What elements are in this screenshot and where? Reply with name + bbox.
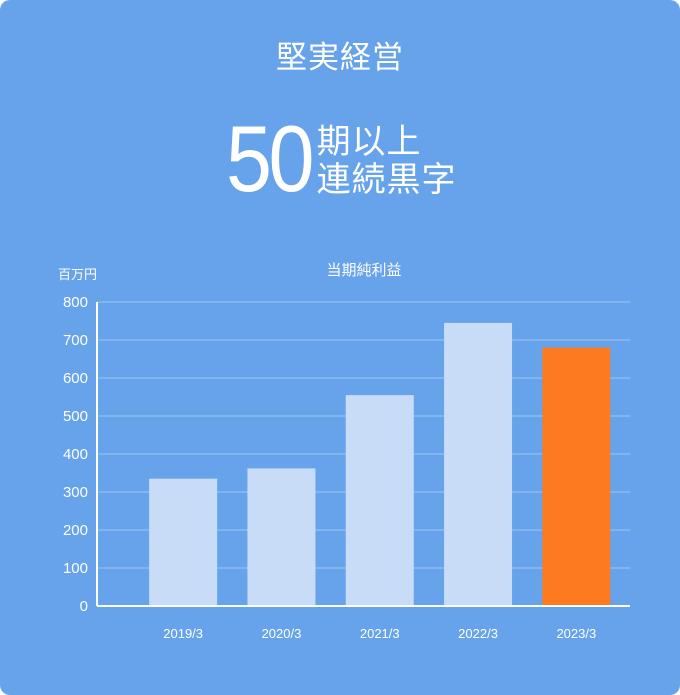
y-tick-label: 300 xyxy=(63,484,88,501)
stat-number: 50 xyxy=(226,106,314,211)
consecutive-profit-stat: 50 期以上 連続黒字 xyxy=(226,112,457,206)
y-tick-label: 700 xyxy=(63,332,88,349)
y-tick-label: 0 xyxy=(80,598,88,615)
axes xyxy=(96,302,630,607)
bar-2020-3 xyxy=(247,468,316,606)
y-tick-label: 400 xyxy=(63,446,88,463)
bar-2022-3 xyxy=(444,322,513,606)
x-tick-label: 2020/3 xyxy=(262,626,302,641)
stat-caption-line1: 期以上 xyxy=(316,122,422,162)
bar-2019-3 xyxy=(149,478,218,606)
bar-2023-3 xyxy=(542,347,611,606)
y-tick-label: 500 xyxy=(63,408,88,425)
y-tick-label: 100 xyxy=(63,560,88,577)
y-tick-label: 800 xyxy=(63,294,88,311)
y-tick-label: 200 xyxy=(63,522,88,539)
x-tick-labels: 2019/3 2020/3 2021/3 2022/3 2023/3 xyxy=(163,626,596,641)
y-tick-label: 600 xyxy=(63,370,88,387)
y-tick-labels: 0 100 200 300 400 500 600 700 800 xyxy=(63,294,88,615)
chart-title: 当期純利益 xyxy=(326,261,402,279)
x-tick-label: 2022/3 xyxy=(458,626,498,641)
x-tick-label: 2021/3 xyxy=(360,626,400,641)
stat-caption: 期以上 連続黒字 xyxy=(317,123,457,199)
y-axis-unit-label: 百万円 xyxy=(58,268,98,283)
x-tick-label: 2019/3 xyxy=(163,626,203,641)
stat-caption-line2: 連続黒字 xyxy=(316,160,457,200)
headline: 堅実経営 xyxy=(276,40,404,76)
x-tick-label: 2023/3 xyxy=(556,626,596,641)
bar-2021-3 xyxy=(345,395,414,606)
bars xyxy=(149,322,611,606)
